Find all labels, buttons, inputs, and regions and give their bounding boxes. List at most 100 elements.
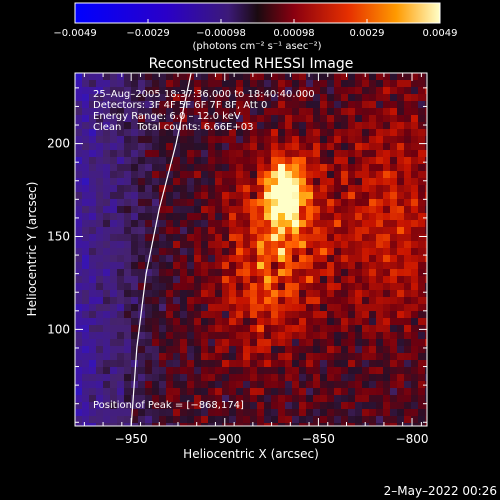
heatmap-cell <box>327 388 335 396</box>
heatmap-cell <box>159 213 167 221</box>
heatmap-cell <box>369 164 377 172</box>
heatmap-cell <box>152 388 160 396</box>
heatmap-cell <box>362 136 370 144</box>
heatmap-cell <box>257 108 265 116</box>
heatmap-cell <box>334 325 342 333</box>
heatmap-cell <box>103 423 111 426</box>
heatmap-cell <box>278 367 286 375</box>
heatmap-cell <box>117 290 125 298</box>
heatmap-cell <box>278 234 286 242</box>
heatmap-cell <box>201 423 209 426</box>
x-tick-label: −800 <box>396 432 429 446</box>
heatmap-cell <box>348 388 356 396</box>
heatmap-cell <box>89 178 97 186</box>
heatmap-cell <box>131 220 139 228</box>
heatmap-cell <box>411 262 419 270</box>
heatmap-cell <box>166 213 174 221</box>
heatmap-cell <box>208 122 216 130</box>
heatmap-cell <box>166 171 174 179</box>
heatmap-cell <box>201 409 209 417</box>
heatmap-cell <box>250 136 258 144</box>
heatmap-cell <box>362 409 370 417</box>
heatmap-cell <box>285 171 293 179</box>
heatmap-cell <box>348 290 356 298</box>
heatmap-cell <box>369 94 377 102</box>
heatmap-cell <box>390 136 398 144</box>
heatmap-cell <box>285 199 293 207</box>
heatmap-cell <box>320 332 328 340</box>
heatmap-cell <box>89 325 97 333</box>
heatmap-cell <box>306 360 314 368</box>
heatmap-cell <box>145 101 153 109</box>
heatmap-cell <box>369 409 377 417</box>
heatmap-cell <box>222 283 230 291</box>
heatmap-cell <box>327 73 335 81</box>
heatmap-cell <box>75 339 83 347</box>
heatmap-cell <box>397 171 405 179</box>
heatmap-cell <box>334 346 342 354</box>
heatmap-cell <box>138 423 146 426</box>
heatmap-cell <box>397 360 405 368</box>
heatmap-cell <box>138 255 146 263</box>
heatmap-cell <box>320 409 328 417</box>
heatmap-cell <box>152 164 160 172</box>
heatmap-cell <box>96 332 104 340</box>
heatmap-cell <box>411 304 419 312</box>
heatmap-cell <box>425 178 427 186</box>
heatmap-cell <box>180 367 188 375</box>
heatmap-cell <box>166 101 174 109</box>
heatmap-cell <box>341 332 349 340</box>
heatmap-cell <box>299 318 307 326</box>
heatmap-cell <box>362 318 370 326</box>
heatmap-cell <box>152 402 160 410</box>
heatmap-cell <box>89 80 97 88</box>
heatmap-cell <box>299 311 307 319</box>
heatmap-cell <box>341 87 349 95</box>
heatmap-cell <box>229 234 237 242</box>
heatmap-cell <box>194 80 202 88</box>
heatmap-cell <box>236 248 244 256</box>
heatmap-cell <box>152 367 160 375</box>
heatmap-cell <box>313 80 321 88</box>
heatmap-cell <box>215 87 223 95</box>
heatmap-cell <box>376 115 384 123</box>
heatmap-cell <box>341 388 349 396</box>
peak-position-label: Position of Peak = [−868,174] <box>93 400 244 411</box>
heatmap-cell <box>306 402 314 410</box>
heatmap-cell <box>390 262 398 270</box>
heatmap-cell <box>187 388 195 396</box>
heatmap-cell <box>166 290 174 298</box>
heatmap-cell <box>180 290 188 298</box>
heatmap-cell <box>110 220 118 228</box>
heatmap-cell <box>362 192 370 200</box>
heatmap-cell <box>82 423 90 426</box>
heatmap-cell <box>264 416 272 424</box>
heatmap-cell <box>194 164 202 172</box>
heatmap-cell <box>145 290 153 298</box>
heatmap-cell <box>89 416 97 424</box>
heatmap-cell <box>201 367 209 375</box>
heatmap-cell <box>390 192 398 200</box>
heatmap-cell <box>278 346 286 354</box>
heatmap-cell <box>306 325 314 333</box>
heatmap-cell <box>173 143 181 151</box>
heatmap-cell <box>215 374 223 382</box>
heatmap-cell <box>404 87 412 95</box>
heatmap-cell <box>362 269 370 277</box>
heatmap-cell <box>152 416 160 424</box>
heatmap-cell <box>285 374 293 382</box>
heatmap-cell <box>208 290 216 298</box>
heatmap-cell <box>369 136 377 144</box>
heatmap-cell <box>124 346 132 354</box>
heatmap-cell <box>383 171 391 179</box>
heatmap-cell <box>222 171 230 179</box>
heatmap-cell <box>257 402 265 410</box>
heatmap-cell <box>236 332 244 340</box>
heatmap-cell <box>201 381 209 389</box>
heatmap-cell <box>145 276 153 284</box>
heatmap-cell <box>229 108 237 116</box>
heatmap-cell <box>257 395 265 403</box>
heatmap-cell <box>75 115 83 123</box>
heatmap-cell <box>187 332 195 340</box>
heatmap-cell <box>320 150 328 158</box>
